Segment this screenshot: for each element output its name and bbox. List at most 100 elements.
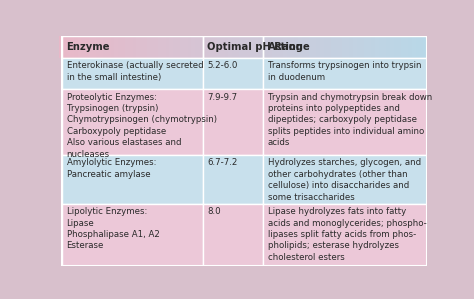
Bar — [419, 36, 424, 58]
Text: Enterokinase (actually secreted
in the small intestine): Enterokinase (actually secreted in the s… — [66, 61, 203, 82]
Bar — [287, 36, 292, 58]
Bar — [191, 36, 196, 58]
Bar — [100, 36, 104, 58]
Bar — [280, 36, 284, 58]
Bar — [202, 36, 207, 58]
Bar — [129, 36, 134, 58]
Text: Transforms trypsinogen into trypsin
in duodenum: Transforms trypsinogen into trypsin in d… — [267, 61, 421, 82]
Bar — [276, 36, 281, 58]
Bar — [335, 36, 339, 58]
Bar — [305, 36, 310, 58]
Bar — [416, 36, 420, 58]
Bar — [82, 36, 86, 58]
Text: Trypsin and chymotrypsin break down
proteins into polypeptides and
dipeptides; c: Trypsin and chymotrypsin break down prot… — [267, 93, 432, 147]
Bar — [125, 36, 130, 58]
Bar — [309, 36, 313, 58]
Bar — [349, 36, 354, 58]
Bar — [202, 155, 263, 204]
Bar — [261, 36, 266, 58]
Text: Action: Action — [267, 42, 303, 52]
Bar — [158, 36, 163, 58]
Bar — [397, 36, 401, 58]
Text: Lipase hydrolyzes fats into fatty
acids and monoglycerides; phospho-
lipases spl: Lipase hydrolyzes fats into fatty acids … — [267, 207, 426, 262]
Bar — [118, 36, 122, 58]
Text: 5.2-6.0: 5.2-6.0 — [207, 61, 237, 70]
Bar — [372, 36, 376, 58]
Bar — [195, 36, 200, 58]
Bar — [96, 36, 100, 58]
Text: Lipolytic Enzymes:
Lipase
Phosphalipase A1, A2
Esterase: Lipolytic Enzymes: Lipase Phosphalipase … — [66, 207, 159, 251]
Bar — [263, 36, 427, 58]
Bar — [62, 204, 202, 266]
Bar — [210, 36, 214, 58]
Bar — [331, 36, 336, 58]
Bar — [393, 36, 398, 58]
Bar — [173, 36, 178, 58]
Bar — [236, 36, 240, 58]
Bar — [202, 58, 263, 89]
Bar — [133, 36, 137, 58]
Bar — [62, 89, 202, 155]
Bar — [353, 36, 357, 58]
Bar — [263, 155, 427, 204]
Bar — [408, 36, 413, 58]
Bar — [368, 36, 372, 58]
Bar — [272, 36, 277, 58]
Bar — [301, 36, 306, 58]
Bar — [169, 36, 174, 58]
Bar — [342, 36, 346, 58]
Bar — [258, 36, 262, 58]
Bar — [103, 36, 108, 58]
Bar — [70, 36, 75, 58]
Bar — [202, 89, 263, 155]
Bar — [114, 36, 119, 58]
Bar — [151, 36, 155, 58]
Bar — [144, 36, 148, 58]
Bar — [92, 36, 97, 58]
Bar — [243, 36, 247, 58]
Bar — [166, 36, 170, 58]
Bar — [263, 58, 427, 89]
Bar — [137, 36, 141, 58]
Bar — [62, 58, 202, 89]
Bar — [110, 36, 115, 58]
Bar — [162, 36, 166, 58]
Bar — [298, 36, 302, 58]
Bar — [313, 36, 317, 58]
Bar — [360, 36, 365, 58]
Bar — [316, 36, 321, 58]
Bar — [412, 36, 416, 58]
Bar — [202, 36, 263, 58]
Bar — [228, 36, 233, 58]
Bar — [291, 36, 295, 58]
Bar — [265, 36, 269, 58]
Bar — [320, 36, 325, 58]
Bar — [379, 36, 383, 58]
Bar — [283, 36, 288, 58]
Bar — [188, 36, 192, 58]
Bar — [225, 36, 229, 58]
Bar — [155, 36, 159, 58]
Text: Proteolytic Enzymes:
Trypsinogen (trypsin)
Chymotrypsinogen (chymotrypsin)
Carbo: Proteolytic Enzymes: Trypsinogen (trypsi… — [66, 93, 217, 159]
Bar — [294, 36, 299, 58]
Text: Amylolytic Enzymes:
Pancreatic amylase: Amylolytic Enzymes: Pancreatic amylase — [66, 158, 156, 179]
Bar — [375, 36, 380, 58]
Bar — [181, 36, 185, 58]
Bar — [405, 36, 409, 58]
Text: Hydrolyzes starches, glycogen, and
other carbohydrates (other than
cellulose) in: Hydrolyzes starches, glycogen, and other… — [267, 158, 420, 202]
Bar — [62, 36, 202, 58]
Bar — [89, 36, 93, 58]
Bar — [59, 36, 64, 58]
Bar — [63, 36, 67, 58]
Bar — [246, 36, 251, 58]
Bar — [383, 36, 387, 58]
Bar — [62, 155, 202, 204]
Bar — [390, 36, 394, 58]
Bar — [147, 36, 152, 58]
Bar — [328, 36, 332, 58]
Bar — [386, 36, 391, 58]
Bar — [263, 204, 427, 266]
Bar — [254, 36, 258, 58]
Bar — [346, 36, 350, 58]
Bar — [202, 204, 263, 266]
